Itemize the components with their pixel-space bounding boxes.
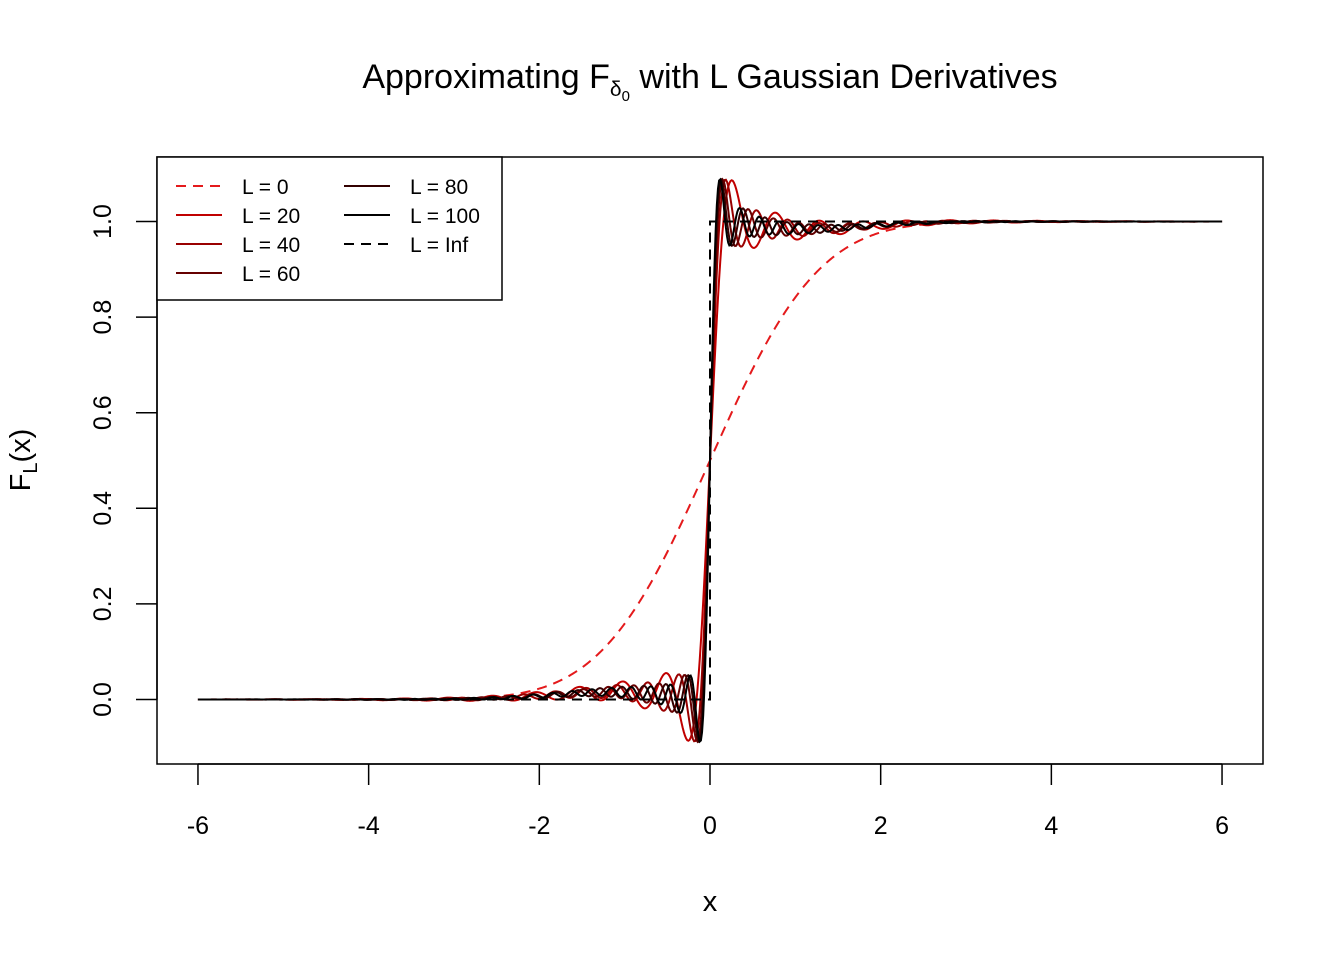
x-tick-label: 4 <box>1044 812 1058 840</box>
y-tick-label: 0.8 <box>89 300 117 335</box>
series-line-LInf <box>197 220 1223 701</box>
y-axis-label-main: F <box>5 474 37 492</box>
legend: L = 0 L = 20 L = 40 L = 60 L = 80 L = 100 L = … <box>156 156 503 301</box>
x-axis: -6 -4 -2 0 2 4 6 <box>187 763 1229 840</box>
legend-label: L = 40 <box>242 234 300 257</box>
series-group <box>197 177 1223 744</box>
y-axis-label-tail: (x) <box>5 429 37 463</box>
legend-label: L = 80 <box>410 176 468 199</box>
legend-label: L = 20 <box>242 205 300 228</box>
legend-label: L = 60 <box>242 263 300 286</box>
chart-title-subsub: 0 <box>622 88 630 105</box>
y-tick-label: 1.0 <box>89 204 117 239</box>
chart-title-prefix: Approximating F <box>362 58 610 96</box>
y-tick-label: 0.0 <box>89 682 117 717</box>
x-tick-label: -6 <box>187 812 209 840</box>
chart-title: Approximating Fδ0 with L Gaussian Deriva… <box>362 58 1057 105</box>
x-tick-label: 6 <box>1215 812 1229 840</box>
legend-label: L = 0 <box>242 176 289 199</box>
y-tick-label: 0.4 <box>89 491 117 526</box>
y-axis-label-sub: L <box>20 462 42 473</box>
chart-title-sub: δ <box>610 78 622 101</box>
legend-label: L = Inf <box>410 234 468 257</box>
y-tick-label: 0.6 <box>89 395 117 430</box>
legend-label: L = 100 <box>410 205 480 228</box>
chart-title-suffix: with L Gaussian Derivatives <box>630 58 1058 96</box>
y-tick-label: 0.2 <box>89 587 117 622</box>
legend-box <box>156 156 503 301</box>
x-axis-label: x <box>703 886 718 918</box>
x-tick-label: -4 <box>358 812 380 840</box>
x-tick-label: 0 <box>703 812 717 840</box>
x-tick-label: -2 <box>528 812 550 840</box>
x-tick-label: 2 <box>874 812 888 840</box>
y-axis-label: FL(x) <box>5 429 42 492</box>
y-axis: 0.0 0.2 0.4 0.6 0.8 1.0 <box>89 204 158 717</box>
